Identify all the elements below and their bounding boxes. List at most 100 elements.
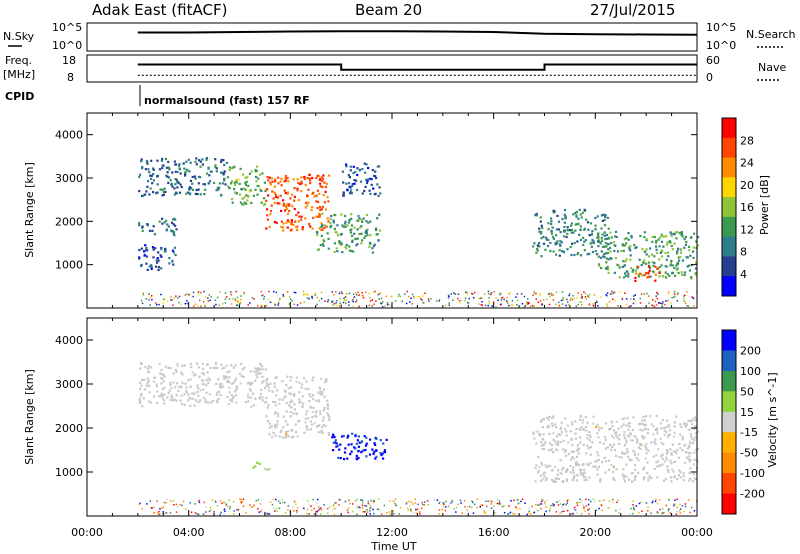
speckle-cell — [158, 513, 161, 516]
scatter-cell — [183, 167, 186, 170]
speckle-cell — [224, 298, 227, 300]
speckle-cell — [679, 509, 681, 511]
scatter-cell — [269, 181, 272, 184]
scatter-cell — [323, 181, 326, 184]
scatter-cell — [285, 431, 288, 434]
speckle-cell — [225, 503, 228, 505]
speckle-cell — [676, 300, 678, 302]
speckle-cell — [673, 291, 676, 293]
scatter-cell — [604, 438, 607, 441]
scatter-region — [252, 461, 271, 471]
scatter-cell — [326, 196, 329, 199]
speckle-cell — [190, 511, 193, 513]
scatter-cell — [296, 435, 299, 438]
scatter-cell — [351, 234, 354, 238]
scatter-cell — [376, 233, 379, 236]
colorbar-swatch — [722, 473, 736, 495]
scatter-cell — [353, 232, 356, 235]
scatter-cell — [668, 274, 671, 277]
speckle-cell — [533, 511, 535, 514]
speckle-cell — [423, 504, 426, 506]
scatter-cell — [379, 192, 382, 195]
speckle-cell — [267, 513, 269, 515]
scatter-cell — [665, 458, 668, 461]
scatter-region — [138, 217, 178, 237]
scatter-cell — [601, 239, 604, 242]
speckle-cell — [633, 508, 635, 510]
scatter-cell — [253, 370, 256, 373]
speckle-cell — [481, 301, 483, 303]
speckle-cell — [523, 305, 526, 308]
speckle-cell — [378, 509, 381, 511]
scatter-cell — [645, 442, 648, 445]
scatter-cell — [275, 221, 278, 224]
scatter-cell — [620, 249, 623, 253]
scatter-cell — [670, 232, 673, 236]
colorbar-swatch — [722, 197, 736, 218]
scatter-cell — [342, 225, 345, 228]
scatter-cell — [578, 427, 581, 430]
speckle-cell — [192, 295, 194, 298]
scatter-cell — [631, 472, 634, 475]
speckle-cell — [161, 507, 163, 509]
scatter-cell — [318, 227, 321, 230]
scatter-cell — [208, 180, 212, 183]
scatter-cell — [160, 255, 163, 258]
speckle-cell — [344, 296, 347, 298]
scatter-cell — [541, 227, 544, 230]
speckle-cell — [512, 512, 514, 515]
scatter-cell — [673, 421, 676, 424]
scatter-cell — [353, 179, 356, 182]
speckle-cell — [166, 498, 168, 501]
scatter-cell — [287, 180, 290, 183]
scatter-cell — [273, 382, 276, 385]
scatter-cell — [569, 464, 572, 468]
scatter-cell — [359, 180, 363, 183]
scatter-cell — [194, 399, 197, 402]
scatter-cell — [651, 240, 654, 243]
speckle-cell — [252, 506, 254, 508]
speckle-cell — [372, 508, 374, 511]
scatter-cell — [325, 225, 328, 228]
scatter-cell — [614, 235, 617, 238]
speckle-cell — [467, 302, 469, 304]
scatter-cell — [140, 247, 143, 250]
speckle-cell — [488, 300, 490, 303]
scatter-cell — [266, 218, 269, 221]
scatter-cell — [220, 386, 223, 389]
speckle-cell — [673, 296, 675, 298]
scatter-cell — [554, 243, 557, 246]
speckle-cell — [664, 303, 666, 306]
speckle-cell — [553, 504, 555, 506]
speckle-cell — [275, 508, 278, 510]
scatter-cell — [286, 430, 289, 433]
scatter-cell — [159, 188, 162, 191]
scatter-cell — [144, 244, 147, 247]
scatter-cell — [223, 177, 226, 180]
scatter-cell — [345, 165, 348, 168]
scatter-cell — [148, 384, 151, 387]
scatter-cell — [269, 210, 273, 213]
speckle-cell — [453, 292, 455, 294]
scatter-cell — [223, 170, 226, 173]
scatter-cell — [331, 436, 334, 439]
scatter-cell — [682, 475, 685, 478]
scatter-cell — [613, 249, 616, 252]
scatter-cell — [349, 453, 352, 456]
scatter-cell — [690, 236, 693, 239]
scatter-cell — [678, 469, 681, 472]
scatter-cell — [647, 272, 650, 275]
scatter-cell — [165, 174, 168, 177]
speckle-cell — [492, 500, 494, 502]
scatter-cell — [290, 193, 294, 196]
scatter-cell — [607, 227, 610, 230]
speckle-cell — [306, 293, 308, 295]
speckle-cell — [619, 508, 621, 510]
speckle-cell — [299, 302, 302, 304]
speckle-cell — [439, 501, 441, 503]
scatter-cell — [283, 395, 286, 399]
speckle-cell — [529, 305, 532, 308]
speckle-cell — [467, 506, 469, 508]
scatter-cell — [365, 220, 368, 223]
scatter-cell — [670, 244, 673, 248]
